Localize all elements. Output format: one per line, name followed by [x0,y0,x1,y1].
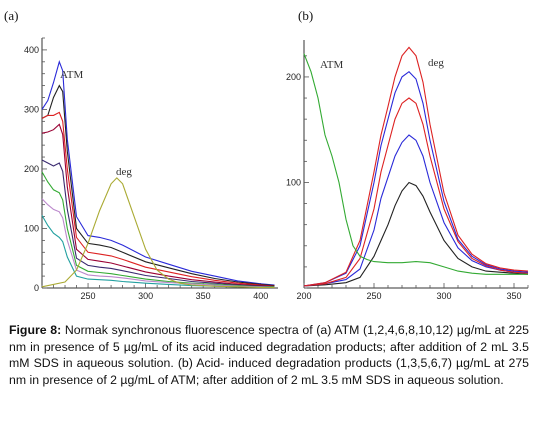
panel-a-series-line-2 [41,84,275,287]
plot-area-b: 200 250 300 350 100 200 ATM deg [286,40,529,300]
plot-area-a: 250 300 350 400 0 100 200 300 400 ATM deg [24,37,278,300]
figure-caption-text: Normak synchronous fluorescence spectra … [9,323,529,387]
panel-a-series-line-5 [41,159,275,288]
panel-a-y-tick-label: 400 [24,45,39,55]
panel-b-series-line-6 [303,53,528,275]
panel-b-x-tick-label: 250 [366,291,381,300]
panel-b-x-tick-label: 200 [296,291,311,300]
panel-b-series-line-4 [303,70,529,287]
panel-a-series-line-4 [41,123,275,287]
panel-b-x-tick-label: 300 [436,291,451,300]
panel-a-series-line-6 [41,171,275,288]
panel-a-series-line-3 [41,111,275,287]
panel-a-x-tick-label: 300 [138,291,153,300]
panel-b-y-tick-label: 100 [286,177,301,187]
panel-a-x-tick-label: 250 [81,291,96,300]
panel-b-x-tick-label: 350 [506,291,521,300]
panel-b-series-line-2 [303,134,529,287]
panel-a-annotation-atm: ATM [60,69,83,81]
panel-a-x-tick-label: 400 [253,291,268,300]
panel-a-series-line-1 [41,60,275,286]
panel-b-series-line-3 [303,97,529,287]
panel-a-x-tick-label: 350 [196,291,211,300]
figure-area: (a) 250 300 350 400 0 100 200 300 400 ATM deg (b) … [4,8,529,300]
panel-label-b: (b) [298,8,313,23]
panel-b-y-tick-label: 200 [286,72,301,82]
panel-b-series-line-5 [303,46,529,287]
panel-b-series-line-1 [303,181,529,287]
panel-a-series-line-7 [41,198,275,288]
panel-b-annotation-deg: deg [428,57,444,69]
panel-a-y-tick-label: 200 [24,164,39,174]
panel-a-series-line-9 [41,177,275,288]
chart-panel-b: (b) 200 250 300 350 100 200 ATM deg [286,8,529,300]
panel-b-annotation-atm: ATM [320,59,343,71]
panel-a-annotation-deg: deg [116,166,132,178]
panel-a-y-tick-label: 300 [24,104,39,114]
panel-a-y-tick-label: 0 [34,283,39,293]
panel-a-y-tick-label: 100 [24,223,39,233]
figure-caption-label: Figure 8: [9,323,62,337]
chart-panel-a: (a) 250 300 350 400 0 100 200 300 400 ATM deg [4,8,278,300]
panel-label-a: (a) [4,8,18,23]
figure-caption: Figure 8: Normak synchronous fluorescenc… [9,322,529,388]
